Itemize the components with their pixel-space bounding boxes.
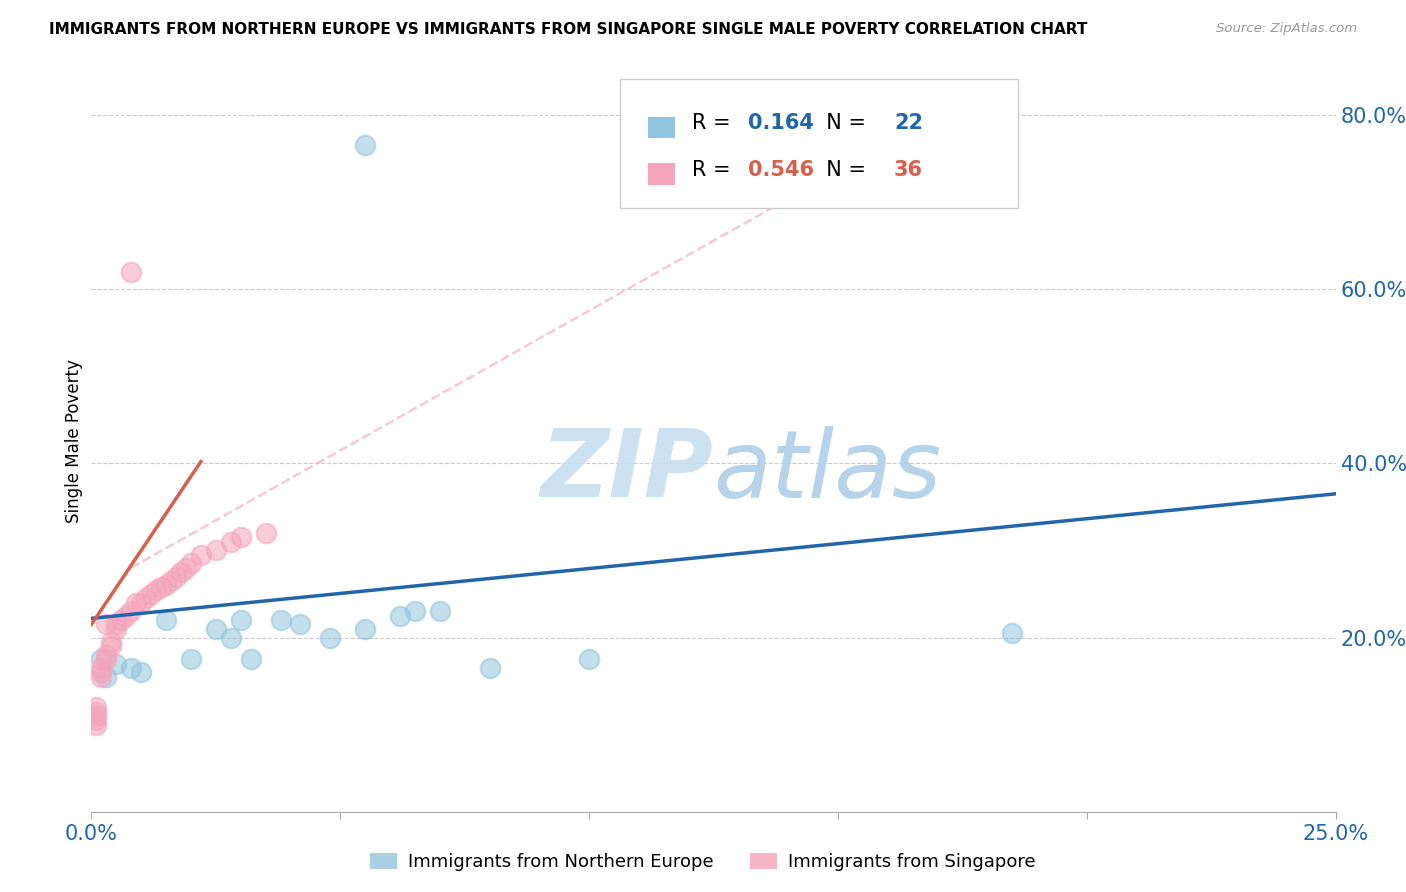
Point [270, 613, 292, 627]
Point [135, 591, 157, 606]
Point [86, 709, 108, 723]
Point [219, 631, 242, 645]
Point [150, 580, 173, 594]
Point [219, 534, 242, 549]
Point [205, 622, 228, 636]
Text: N =: N = [813, 113, 873, 133]
Text: N =: N = [813, 160, 873, 180]
Text: 36: 36 [894, 160, 922, 180]
Point [96, 670, 118, 684]
Point [254, 526, 277, 541]
FancyBboxPatch shape [648, 163, 675, 185]
Text: 22: 22 [894, 113, 922, 133]
Point [110, 613, 132, 627]
Point [578, 652, 600, 666]
Point [115, 608, 138, 623]
Point [429, 604, 451, 618]
Point [90, 661, 112, 675]
Point [86, 705, 108, 719]
Point [388, 608, 411, 623]
Text: atlas: atlas [713, 425, 942, 516]
Point [1001, 626, 1024, 640]
Point [155, 578, 177, 592]
Point [100, 635, 122, 649]
Point [120, 265, 142, 279]
Text: R =: R = [692, 160, 738, 180]
Point [86, 717, 108, 731]
Point [239, 652, 262, 666]
Point [125, 596, 148, 610]
Point [120, 604, 142, 618]
Point [129, 596, 152, 610]
FancyBboxPatch shape [648, 117, 675, 138]
FancyBboxPatch shape [620, 78, 1018, 209]
Point [160, 574, 183, 588]
Point [319, 631, 342, 645]
Point [90, 670, 112, 684]
Point [478, 661, 501, 675]
Text: 0.164: 0.164 [748, 113, 814, 133]
Text: ZIP: ZIP [541, 425, 713, 517]
Point [354, 138, 377, 153]
Point [105, 622, 128, 636]
Point [229, 530, 252, 544]
Point [145, 582, 167, 597]
Point [205, 543, 228, 558]
Point [129, 665, 152, 680]
Text: R =: R = [692, 113, 738, 133]
Point [155, 613, 177, 627]
Legend: Immigrants from Northern Europe, Immigrants from Singapore: Immigrants from Northern Europe, Immigra… [363, 846, 1043, 879]
Point [96, 617, 118, 632]
Point [139, 587, 162, 601]
Point [229, 613, 252, 627]
Point [354, 622, 377, 636]
Point [165, 569, 187, 583]
Point [290, 617, 312, 632]
Point [180, 652, 202, 666]
Text: 0.546: 0.546 [748, 160, 814, 180]
Point [404, 604, 426, 618]
Point [90, 665, 112, 680]
Point [120, 661, 142, 675]
Point [86, 713, 108, 727]
Y-axis label: Single Male Poverty: Single Male Poverty [65, 359, 83, 524]
Text: Source: ZipAtlas.com: Source: ZipAtlas.com [1216, 22, 1357, 36]
Point [96, 652, 118, 666]
Point [100, 639, 122, 653]
Point [96, 648, 118, 662]
Point [180, 557, 202, 571]
Point [174, 561, 197, 575]
Point [190, 548, 212, 562]
Point [90, 652, 112, 666]
Point [86, 700, 108, 714]
Point [105, 617, 128, 632]
Text: IMMIGRANTS FROM NORTHERN EUROPE VS IMMIGRANTS FROM SINGAPORE SINGLE MALE POVERTY: IMMIGRANTS FROM NORTHERN EUROPE VS IMMIG… [49, 22, 1088, 37]
Point [105, 657, 128, 671]
Point [170, 565, 193, 579]
